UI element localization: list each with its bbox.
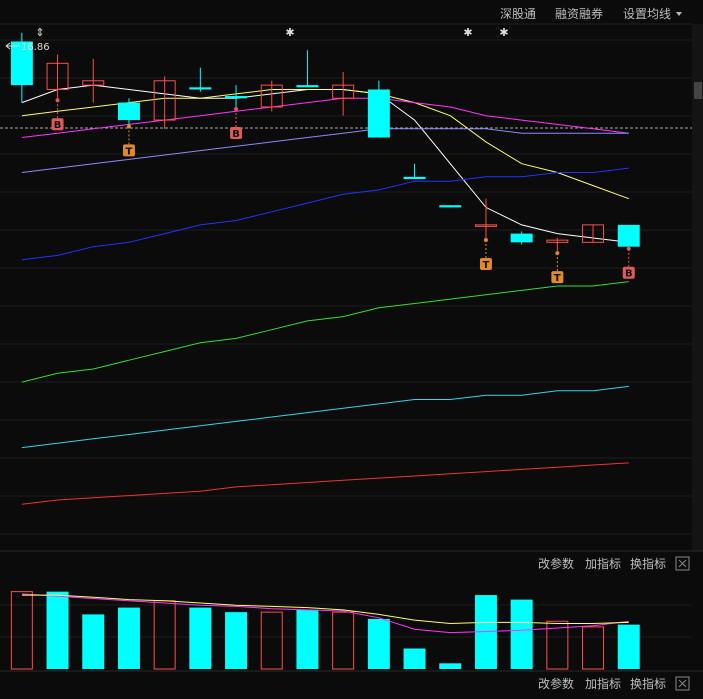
volume-bar	[10, 591, 33, 670]
moving-averages	[21, 84, 629, 505]
marker-top: ⇕	[35, 26, 44, 39]
high-price-label: 16.86	[5, 42, 50, 53]
candle-body	[403, 176, 426, 180]
volume-bar	[617, 624, 640, 669]
marker-top: ✱	[499, 26, 508, 39]
candle-body	[117, 102, 140, 121]
candle-body	[474, 224, 497, 227]
candle-body	[225, 96, 248, 99]
candles	[10, 32, 640, 252]
high-price-value: 16.86	[21, 42, 50, 53]
ma20-line	[21, 97, 629, 138]
volume-bar	[117, 607, 140, 669]
volume-grid	[0, 604, 692, 638]
price-grid	[0, 39, 692, 535]
margin-trading-button[interactable]: 融资融券	[555, 6, 603, 21]
close-icon[interactable]	[675, 676, 690, 691]
candle-body	[332, 84, 355, 99]
set-ma-button[interactable]: 设置均线	[623, 7, 671, 21]
volume-bar	[582, 626, 605, 670]
volume-bar	[153, 600, 176, 670]
signal-label: T	[554, 273, 561, 284]
candle-body	[153, 80, 176, 121]
signal-dot	[55, 98, 60, 103]
chevron-down-icon[interactable]	[676, 12, 682, 16]
signal-dot	[555, 251, 560, 256]
add-indicator-button[interactable]: 加指标	[585, 676, 621, 691]
volume-ma_b-line	[21, 594, 629, 625]
change-params-button[interactable]: 改参数	[538, 676, 574, 691]
signal-label: B	[54, 120, 62, 131]
trade-signals: B T B T T B	[51, 98, 635, 284]
signal-dot	[626, 246, 631, 251]
volume-bars	[10, 591, 640, 670]
volume-bar	[189, 607, 212, 669]
right-scrollbar-track	[692, 24, 703, 551]
change-params-button[interactable]: 改参数	[538, 556, 574, 571]
volume-bar	[296, 609, 319, 669]
ma5-line	[21, 84, 629, 243]
top-toolbar: 深股通 融资融券 设置均线	[500, 6, 682, 21]
candle-body	[82, 80, 105, 86]
signal-badge	[122, 144, 135, 157]
add-indicator-button[interactable]: 加指标	[585, 556, 621, 571]
signal-badge	[51, 118, 64, 131]
volume-ma_a-line	[21, 593, 629, 634]
candle-body	[582, 224, 605, 243]
volume-bar	[439, 663, 462, 669]
candle-body	[260, 84, 283, 108]
candle-body	[296, 85, 319, 88]
signal-badge	[622, 266, 635, 279]
volume-bar	[260, 611, 283, 670]
signal-dot	[234, 106, 239, 111]
ma120-line	[21, 281, 629, 383]
ma60-line	[21, 167, 629, 261]
volume-ma-lines	[21, 593, 629, 634]
candle-body	[46, 62, 69, 90]
signal-dot	[483, 237, 488, 242]
bottom-toolbar: 改参数 加指标 换指标	[538, 676, 690, 691]
ma500-line	[21, 462, 629, 505]
signal-badge	[551, 271, 564, 284]
shenzhen-connect-button[interactable]: 深股通	[500, 7, 536, 21]
ma30-line	[21, 128, 629, 173]
candle-body	[439, 205, 462, 208]
candle-body	[10, 41, 33, 86]
close-icon[interactable]	[675, 556, 690, 571]
candle-body	[546, 239, 569, 243]
volume-bar	[225, 612, 248, 669]
volume-bar	[332, 611, 355, 670]
signal-label: B	[625, 269, 633, 280]
right-scrollbar-thumb[interactable]	[694, 82, 702, 99]
volume-bar	[510, 599, 533, 669]
candle-body	[189, 87, 212, 90]
volume-bar	[546, 620, 569, 670]
ma10-line	[21, 89, 629, 200]
volume-bar	[46, 591, 69, 669]
candle-body	[617, 224, 640, 247]
switch-indicator-button[interactable]: 换指标	[630, 556, 666, 571]
signal-label: B	[232, 129, 240, 140]
signal-label: T	[483, 260, 490, 271]
signal-badge	[479, 257, 492, 270]
volume-bar	[367, 618, 390, 669]
indicator-toolbar: 改参数 加指标 换指标	[538, 556, 690, 571]
marker-top: ✱	[285, 26, 294, 39]
signal-label: T	[126, 146, 133, 157]
arrow-left-icon	[5, 42, 11, 50]
candle-body	[510, 233, 533, 243]
volume-bar	[82, 614, 105, 669]
candle-body	[367, 89, 390, 138]
volume-bar	[403, 648, 426, 669]
signal-badge	[230, 126, 243, 139]
ma250-line	[21, 385, 629, 449]
signal-dot	[126, 124, 131, 129]
switch-indicator-button[interactable]: 换指标	[630, 676, 666, 691]
marker-top: ✱	[463, 26, 472, 39]
volume-bar	[474, 595, 497, 669]
